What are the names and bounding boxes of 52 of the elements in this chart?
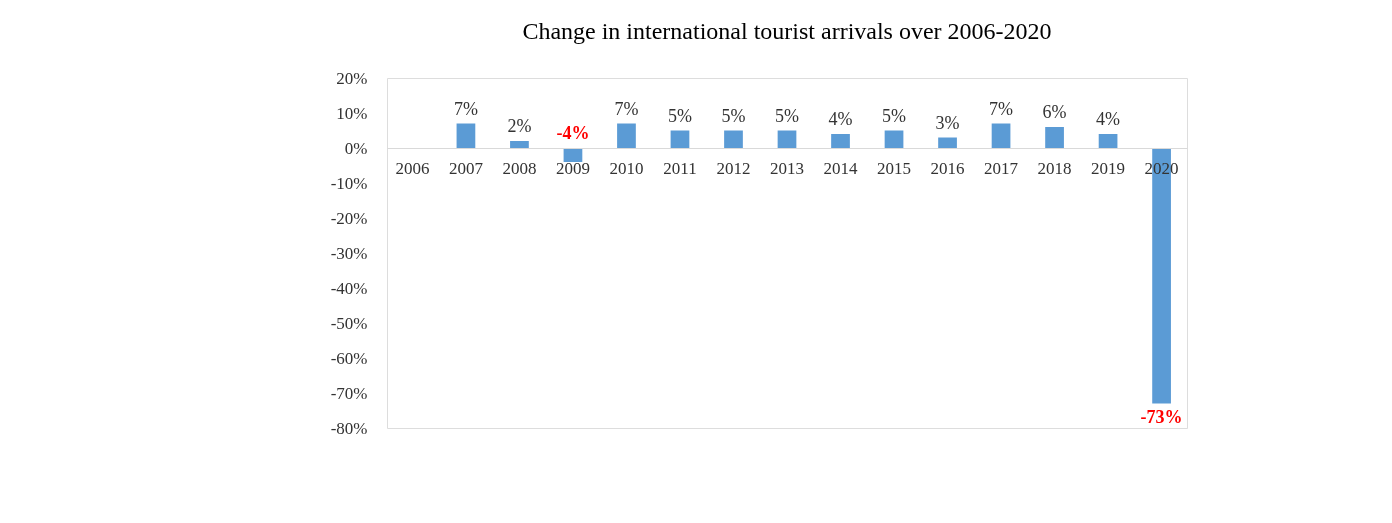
data-label: 7% (614, 98, 639, 119)
y-tick-label: -80% (330, 418, 368, 438)
y-tick-label: 20% (336, 68, 368, 88)
x-tick-label: 2017 (984, 158, 1019, 178)
bar (991, 123, 1011, 148)
bar (884, 130, 904, 148)
y-tick-label: 10% (336, 103, 368, 123)
chart-title: Change in international tourist arrivals over 2006-2020 (522, 18, 1052, 44)
y-tick-label: -70% (330, 383, 368, 403)
x-tick-label: 2016 (930, 158, 965, 178)
bar (670, 130, 690, 148)
data-label: 5% (882, 105, 907, 126)
data-label: -4% (556, 123, 590, 143)
bar (777, 130, 797, 148)
x-tick-label: 2018 (1037, 158, 1072, 178)
data-label: -73% (1140, 406, 1183, 427)
x-tick-label: 2012 (716, 158, 751, 178)
data-label: 7% (453, 98, 478, 119)
data-label: 5% (775, 105, 799, 126)
x-tick-label: 2015 (877, 158, 912, 178)
x-tick-label: 2019 (1091, 158, 1126, 178)
bar (510, 141, 529, 148)
bar (1045, 127, 1064, 148)
x-tick-label: 2013 (770, 158, 804, 178)
y-tick-label: -10% (330, 173, 368, 193)
data-label: 2% (507, 116, 532, 136)
x-tick-label: 2010 (609, 158, 644, 178)
x-tick-label: 2006 (395, 158, 430, 178)
x-tick-label: 2009 (555, 158, 590, 178)
data-label: 5% (721, 105, 746, 126)
y-tick-label: -20% (330, 208, 368, 228)
data-label: 6% (1042, 102, 1067, 122)
x-tick-label: 2014 (823, 158, 859, 178)
y-tick-label: -40% (330, 278, 368, 298)
data-label: 4% (1096, 109, 1121, 129)
data-label: 4% (828, 109, 853, 129)
y-tick-label: -30% (330, 243, 368, 263)
x-tick-label: 2011 (663, 158, 697, 178)
x-tick-label: 2008 (502, 158, 537, 178)
bar (938, 137, 957, 148)
bar (1098, 134, 1118, 148)
bar (456, 123, 476, 148)
data-label: 7% (989, 98, 1014, 119)
bar (724, 130, 743, 148)
y-tick-label: -50% (330, 313, 368, 333)
x-tick-label: 2007 (448, 158, 484, 178)
y-tick-label: 0% (344, 138, 368, 158)
bar (617, 123, 636, 148)
data-label: 3% (935, 112, 960, 133)
bar (831, 134, 850, 148)
y-tick-label: -60% (330, 348, 368, 368)
data-label: 5% (667, 105, 692, 126)
